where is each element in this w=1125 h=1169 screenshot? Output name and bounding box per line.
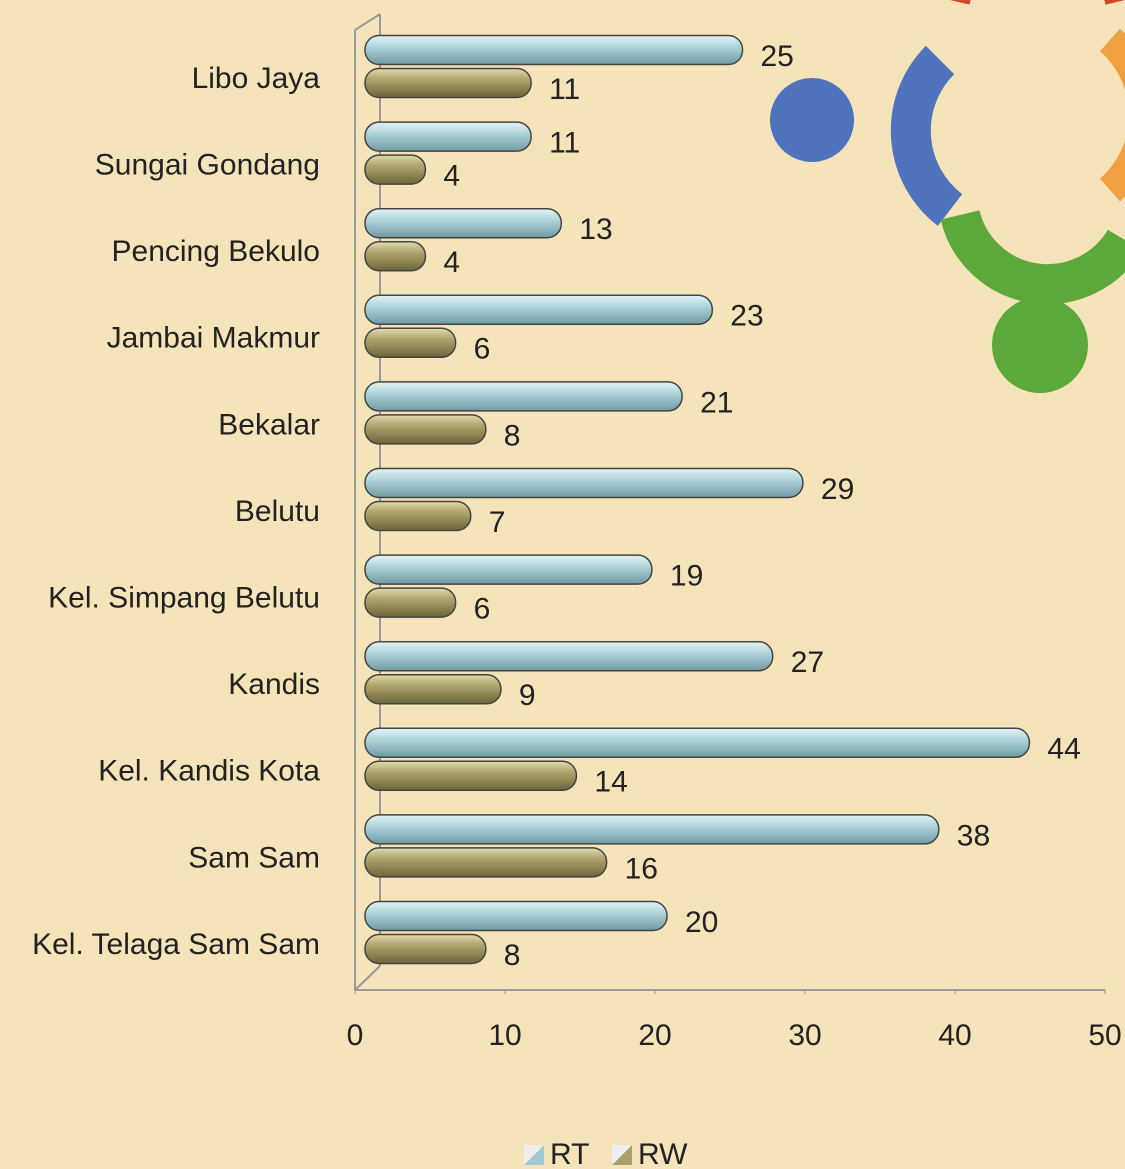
data-label: 23 — [730, 300, 763, 333]
data-label: 4 — [443, 160, 460, 193]
legend-item: RT — [524, 1138, 589, 1169]
bar — [365, 155, 425, 184]
data-label: 6 — [474, 593, 491, 626]
data-label: 4 — [443, 246, 460, 279]
data-label: 7 — [489, 506, 506, 539]
data-label: 20 — [685, 906, 718, 939]
bar — [365, 675, 501, 704]
data-label: 27 — [791, 646, 824, 679]
y-tick-label: Kandis — [228, 668, 320, 701]
data-label: 29 — [821, 473, 854, 506]
data-label: 11 — [549, 127, 580, 160]
chart: 0 10 20 30 40 50 Libo Jaya 25 11 Sungai Gondang 11… — [0, 0, 1125, 1169]
x-tick-label: 50 — [1088, 1019, 1121, 1052]
y-tick-label: Sungai Gondang — [95, 149, 320, 182]
data-label: 38 — [957, 819, 990, 852]
data-label: 14 — [594, 766, 627, 799]
x-tick-label: 10 — [488, 1019, 521, 1052]
page: {"chart_data": {"type": "bar", "orientat… — [0, 0, 1125, 1169]
bar — [365, 728, 1029, 757]
y-tick-label: Jambai Makmur — [107, 322, 320, 355]
y-tick-label: Bekalar — [218, 408, 320, 441]
logo — [770, 0, 1125, 393]
bar — [365, 815, 939, 844]
bar — [365, 36, 743, 65]
x-tick-label: 20 — [638, 1019, 671, 1052]
y-tick-label: Sam Sam — [188, 841, 320, 874]
data-label: 21 — [700, 386, 733, 419]
y-tick-label: Kel. Simpang Belutu — [48, 582, 320, 615]
y-tick-label: Kel. Telaga Sam Sam — [32, 928, 320, 961]
bar — [365, 242, 425, 271]
legend-label: RT — [550, 1138, 589, 1169]
x-tick-label: 0 — [347, 1019, 364, 1052]
bar — [365, 902, 667, 931]
data-label: 8 — [504, 939, 521, 972]
data-label: 13 — [579, 213, 612, 246]
bar — [365, 761, 576, 790]
y-tick-label: Kel. Kandis Kota — [98, 755, 320, 788]
bar — [365, 555, 652, 584]
x-tick-label: 30 — [788, 1019, 821, 1052]
legend-label: RW — [638, 1138, 688, 1169]
bar — [365, 209, 561, 238]
data-label: 25 — [761, 40, 794, 73]
bar — [365, 588, 456, 617]
bar — [365, 469, 803, 498]
data-label: 8 — [504, 419, 521, 452]
bar — [365, 295, 712, 324]
bar — [365, 415, 486, 444]
x-tick-label: 40 — [938, 1019, 971, 1052]
data-label: 44 — [1047, 733, 1080, 766]
legend-item: RW — [612, 1138, 688, 1169]
bar — [365, 328, 456, 357]
data-label: 16 — [625, 852, 658, 885]
y-tick-label: Pencing Bekulo — [112, 235, 320, 268]
bar — [365, 848, 607, 877]
y-tick-label: Belutu — [235, 495, 320, 528]
data-label: 19 — [670, 560, 703, 593]
y-tick-label: Libo Jaya — [192, 62, 321, 95]
bar — [365, 935, 486, 964]
data-label: 11 — [549, 73, 580, 106]
bar — [365, 382, 682, 411]
data-label: 9 — [519, 679, 536, 712]
bar — [365, 642, 773, 671]
plot: 0 10 20 30 40 50 Libo Jaya 25 11 Sungai Gondang 11… — [32, 36, 1122, 1169]
bar — [365, 69, 531, 98]
data-label: 6 — [474, 333, 491, 366]
bar — [365, 502, 471, 531]
bar — [365, 122, 531, 151]
